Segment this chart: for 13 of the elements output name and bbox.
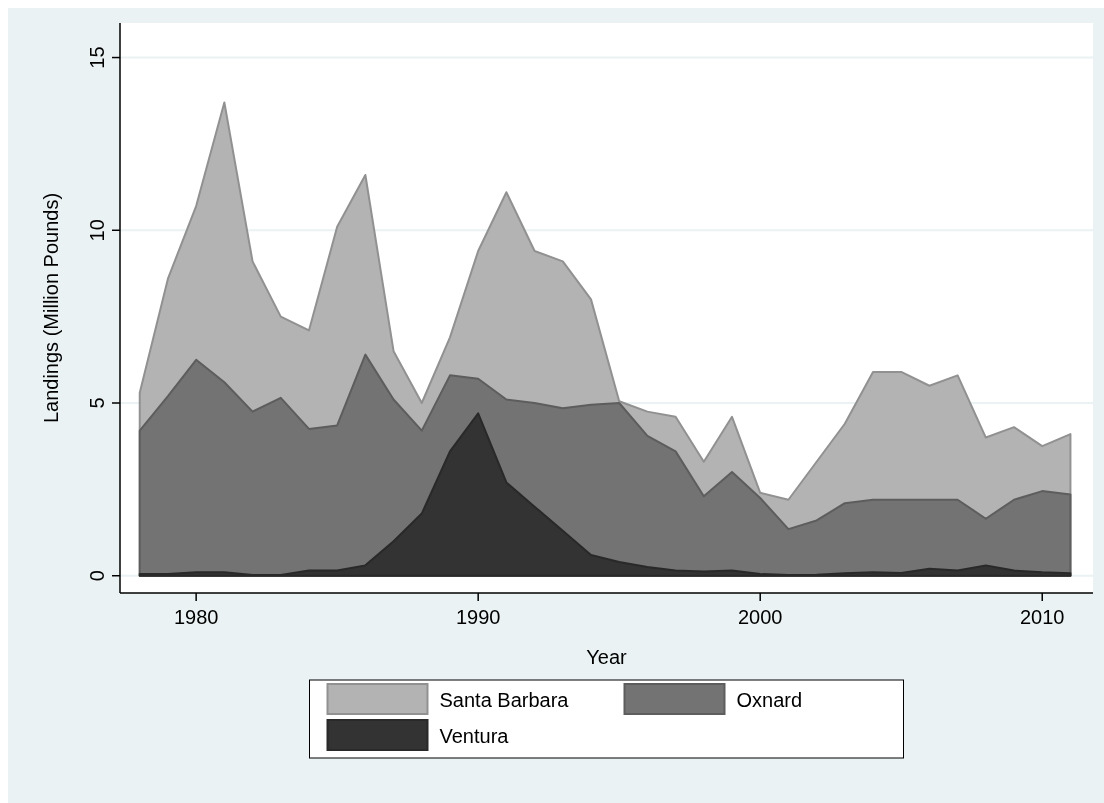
y-tick-label: 15 [86, 46, 108, 69]
y-tick-label: 0 [86, 570, 108, 582]
legend-label: Oxnard [736, 689, 803, 711]
x-tick-label: 2000 [737, 606, 783, 628]
y-tick-label: 5 [86, 397, 108, 409]
y-tick-label: 10 [86, 219, 108, 242]
legend-label: Santa Barbara [439, 689, 570, 711]
legend-label: Ventura [439, 725, 510, 747]
x-tick-label: 1980 [173, 606, 219, 628]
x-axis-title: Year [586, 646, 628, 668]
x-tick-label: 1990 [455, 606, 501, 628]
x-tick-label: 2010 [1019, 606, 1065, 628]
y-axis-title: Landings (Million Pounds) [40, 192, 62, 424]
